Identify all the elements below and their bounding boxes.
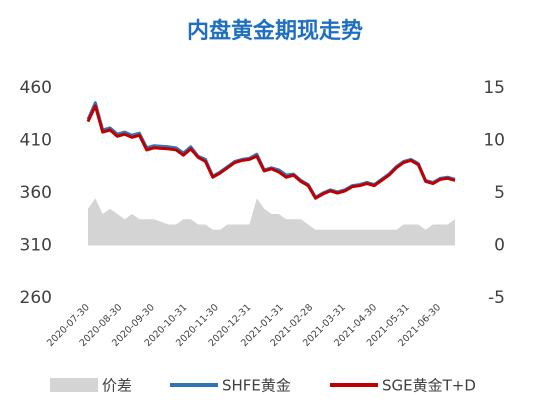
y2-tick-label: -5 [488, 288, 505, 308]
price-line [86, 101, 456, 199]
y-tick-label: 460 [20, 78, 52, 98]
y2-tick-label: 0 [494, 236, 505, 256]
y-tick-label: 260 [20, 288, 52, 308]
y-tick-label: 310 [20, 236, 52, 256]
legend-swatch [50, 378, 98, 392]
y2-tick-label: 15 [483, 78, 505, 98]
chart-title: 内盘黄金期现走势 [187, 18, 363, 44]
legend-label: SGE黄金T+D [382, 377, 476, 395]
legend-label: 价差 [102, 377, 132, 395]
y2-tick-label: 5 [494, 183, 505, 203]
y-tick-label: 410 [20, 131, 52, 151]
y-tick-label: 360 [20, 183, 52, 203]
y2-tick-label: 10 [483, 131, 505, 151]
price-line [86, 104, 456, 200]
legend-label: SHFE黄金 [222, 377, 291, 395]
spread-area [88, 198, 455, 246]
